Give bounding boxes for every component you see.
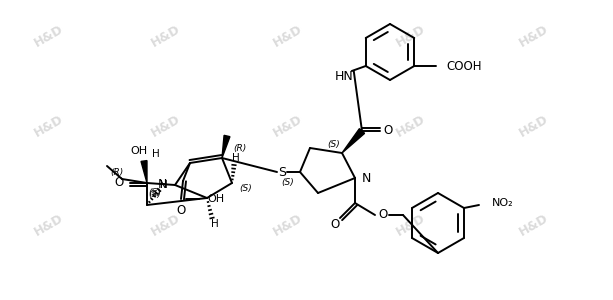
Text: O: O: [383, 124, 392, 137]
Text: H&D: H&D: [516, 112, 550, 140]
Text: H: H: [160, 180, 168, 190]
Text: H&D: H&D: [148, 212, 183, 239]
Text: H&D: H&D: [148, 112, 183, 140]
Text: O: O: [177, 205, 186, 218]
Text: (S): (S): [240, 184, 253, 193]
Text: S: S: [278, 166, 286, 178]
Text: H&D: H&D: [32, 112, 66, 140]
Text: (S): (S): [148, 188, 161, 197]
Text: H&D: H&D: [32, 212, 66, 239]
Text: H&D: H&D: [271, 112, 305, 140]
Text: H&D: H&D: [271, 212, 305, 239]
Text: (S): (S): [327, 140, 340, 149]
Text: H&D: H&D: [516, 22, 550, 50]
Text: H&D: H&D: [394, 212, 428, 239]
Text: H&D: H&D: [394, 112, 428, 140]
Polygon shape: [342, 129, 365, 153]
Text: H&D: H&D: [148, 22, 183, 50]
Text: N: N: [362, 172, 371, 184]
Text: O: O: [378, 208, 387, 221]
Text: (S): (S): [148, 190, 161, 200]
Text: H&D: H&D: [394, 22, 428, 50]
Text: COOH: COOH: [446, 59, 482, 73]
Polygon shape: [222, 135, 230, 158]
Text: H&D: H&D: [516, 212, 550, 239]
Text: H&D: H&D: [32, 22, 66, 50]
Text: (R): (R): [234, 143, 246, 152]
Text: OH: OH: [131, 146, 148, 156]
Text: H: H: [232, 153, 240, 163]
Text: OH: OH: [207, 194, 224, 204]
Text: O: O: [115, 176, 124, 190]
Text: N: N: [158, 178, 167, 191]
Text: HN: HN: [334, 70, 353, 83]
Polygon shape: [141, 160, 147, 183]
Text: O: O: [330, 218, 340, 230]
Text: (S): (S): [281, 178, 294, 187]
Text: H: H: [211, 219, 219, 229]
Text: H: H: [152, 149, 160, 159]
Text: (R): (R): [110, 169, 124, 178]
Text: H&D: H&D: [271, 22, 305, 50]
Text: NO₂: NO₂: [492, 198, 514, 208]
